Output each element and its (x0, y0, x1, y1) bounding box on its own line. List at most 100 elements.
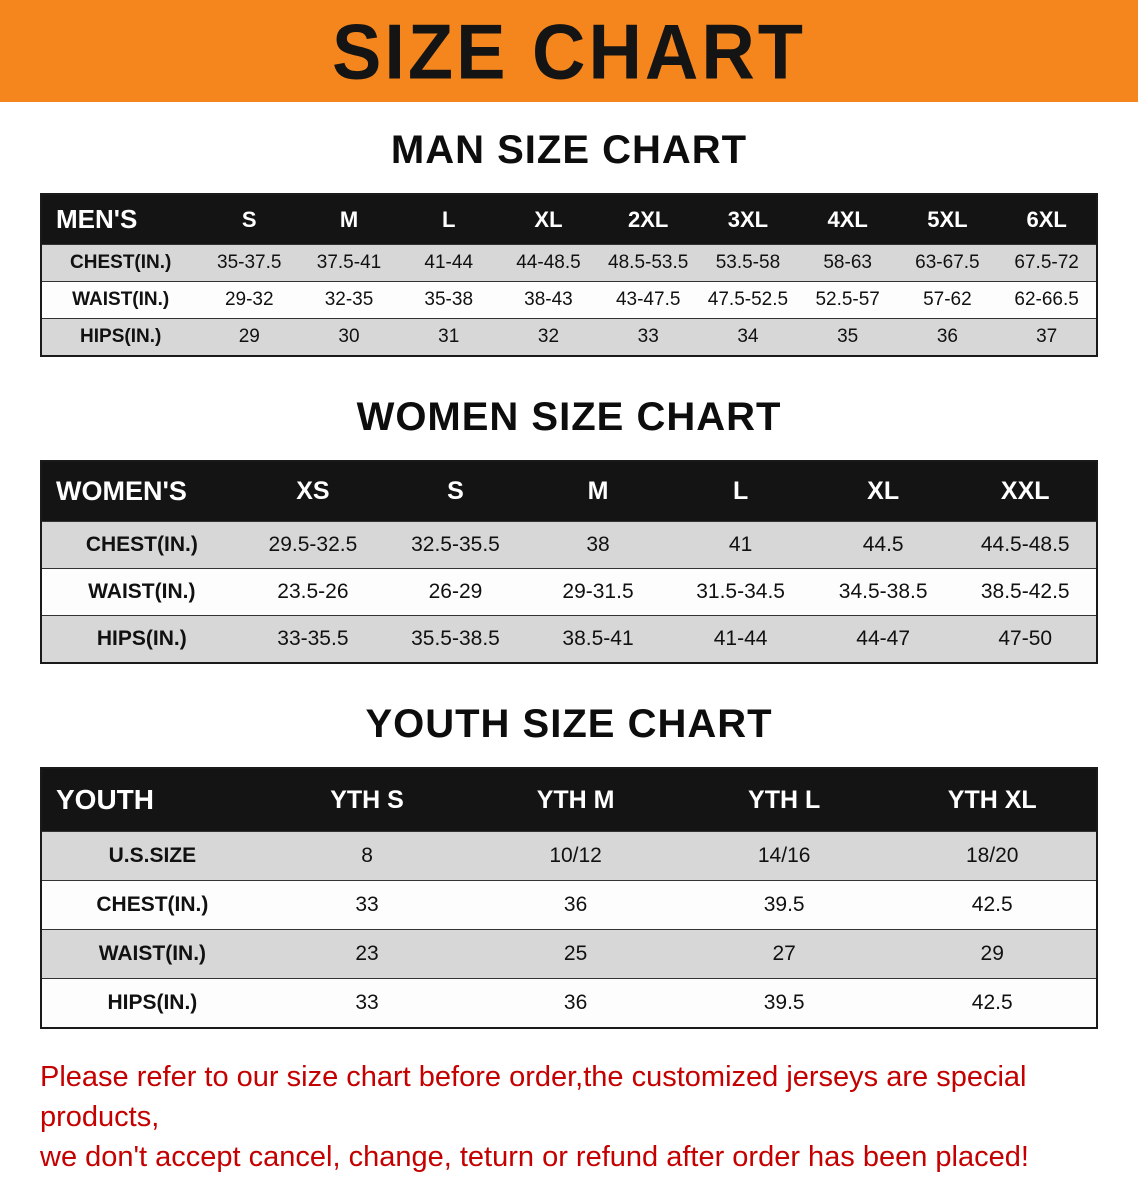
size-header-cell: XL (498, 194, 599, 245)
size-header-cell: L (669, 461, 812, 522)
table-row: HIPS(IN.) 33 36 39.5 42.5 (41, 978, 1097, 1029)
value-cell: 33-35.5 (241, 615, 385, 664)
value-cell: 36 (471, 880, 680, 930)
disclaimer-note: Please refer to our size chart before or… (40, 1057, 1098, 1177)
table-row: HIPS(IN.) 29 30 31 32 33 34 35 36 37 (41, 318, 1097, 357)
table-row: CHEST(IN.) 29.5-32.5 32.5-35.5 38 41 44.5 44.5… (41, 521, 1097, 569)
size-header-cell: L (398, 194, 499, 245)
value-cell: 42.5 (888, 880, 1097, 930)
disclaimer-line-2: we don't accept cancel, change, teturn o… (40, 1141, 1029, 1174)
value-cell: 48.5-53.5 (598, 244, 699, 282)
row-label-cell: WAIST(IN.) (41, 281, 200, 319)
value-cell: 29.5-32.5 (241, 521, 385, 569)
value-cell: 35 (797, 318, 898, 357)
youth-size-table: YOUTH YTH S YTH M YTH L YTH XL U.S.SIZE 8 10/12… (40, 767, 1098, 1029)
value-cell: 23 (262, 929, 472, 979)
value-cell: 47.5-52.5 (698, 281, 798, 319)
row-label-cell: WAIST(IN.) (41, 929, 263, 979)
size-header-cell: M (299, 194, 399, 245)
value-cell: 47-50 (954, 615, 1097, 664)
table-title-cell: WOMEN'S (41, 461, 242, 522)
value-cell: 44.5-48.5 (954, 521, 1097, 569)
value-cell: 63-67.5 (897, 244, 998, 282)
value-cell: 42.5 (888, 978, 1097, 1029)
value-cell: 44-48.5 (498, 244, 599, 282)
value-cell: 67.5-72 (997, 244, 1097, 282)
women-section-heading: WOMEN SIZE CHART (356, 395, 782, 439)
youth-section-heading: YOUTH SIZE CHART (365, 702, 773, 746)
row-label-cell: HIPS(IN.) (41, 615, 242, 664)
women-size-table: WOMEN'S XS S M L XL XXL CHEST(IN.) 29.5-32.5 32.5… (40, 460, 1098, 664)
value-cell: 27 (679, 929, 889, 979)
value-cell: 41-44 (669, 615, 812, 664)
value-cell: 34 (698, 318, 798, 357)
size-header-cell: S (384, 461, 527, 522)
value-cell: 58-63 (797, 244, 898, 282)
value-cell: 43-47.5 (598, 281, 699, 319)
value-cell: 33 (262, 880, 472, 930)
row-label-cell: U.S.SIZE (41, 831, 263, 881)
disclaimer-line-1: Please refer to our size chart before or… (40, 1061, 1027, 1134)
value-cell: 38.5-42.5 (954, 568, 1097, 616)
table-header-row: WOMEN'S XS S M L XL XXL (41, 461, 1097, 522)
value-cell: 38-43 (498, 281, 599, 319)
men-size-table: MEN'S S M L XL 2XL 3XL 4XL 5XL 6XL CHEST(IN.) 35-37… (40, 193, 1098, 357)
table-row: WAIST(IN.) 29-32 32-35 35-38 38-43 43-47.5 47.… (41, 281, 1097, 319)
row-label-cell: HIPS(IN.) (41, 978, 263, 1029)
value-cell: 38 (526, 521, 670, 569)
size-header-cell: XL (811, 461, 955, 522)
value-cell: 32.5-35.5 (384, 521, 527, 569)
value-cell: 33 (598, 318, 699, 357)
value-cell: 23.5-26 (241, 568, 385, 616)
value-cell: 41-44 (398, 244, 499, 282)
value-cell: 14/16 (679, 831, 889, 881)
value-cell: 32-35 (299, 281, 399, 319)
value-cell: 31.5-34.5 (669, 568, 812, 616)
value-cell: 18/20 (888, 831, 1097, 881)
value-cell: 44-47 (811, 615, 955, 664)
size-header-cell: 5XL (897, 194, 998, 245)
table-title-cell: YOUTH (41, 768, 263, 832)
table-row: CHEST(IN.) 35-37.5 37.5-41 41-44 44-48.5 48.5… (41, 244, 1097, 282)
table-row: WAIST(IN.) 23.5-26 26-29 29-31.5 31.5-34.5 34… (41, 568, 1097, 616)
table-header-row: YOUTH YTH S YTH M YTH L YTH XL (41, 768, 1097, 832)
value-cell: 53.5-58 (698, 244, 798, 282)
value-cell: 31 (398, 318, 499, 357)
size-header-cell: M (526, 461, 670, 522)
row-label-cell: CHEST(IN.) (41, 880, 263, 930)
value-cell: 39.5 (679, 880, 889, 930)
value-cell: 36 (471, 978, 680, 1029)
table-header-row: MEN'S S M L XL 2XL 3XL 4XL 5XL 6XL (41, 194, 1097, 245)
size-header-cell: 6XL (997, 194, 1097, 245)
women-size-section: WOMEN SIZE CHART WOMEN'S XS S M L XL XXL CHEST(… (0, 395, 1138, 664)
table-row: HIPS(IN.) 33-35.5 35.5-38.5 38.5-41 41-44 44-… (41, 615, 1097, 664)
youth-size-section: YOUTH SIZE CHART YOUTH YTH S YTH M YTH L YTH… (0, 702, 1138, 1029)
value-cell: 32 (498, 318, 599, 357)
size-header-cell: 3XL (698, 194, 798, 245)
value-cell: 35-38 (398, 281, 499, 319)
value-cell: 29-32 (199, 281, 300, 319)
size-chart-banner: SIZE CHART (0, 0, 1138, 102)
size-header-cell: 2XL (598, 194, 699, 245)
size-header-cell: XXL (954, 461, 1097, 522)
value-cell: 37.5-41 (299, 244, 399, 282)
table-row: U.S.SIZE 8 10/12 14/16 18/20 (41, 831, 1097, 881)
size-header-cell: 4XL (797, 194, 898, 245)
value-cell: 44.5 (811, 521, 955, 569)
row-label-cell: WAIST(IN.) (41, 568, 242, 616)
table-row: CHEST(IN.) 33 36 39.5 42.5 (41, 880, 1097, 930)
value-cell: 29 (199, 318, 300, 357)
row-label-cell: CHEST(IN.) (41, 521, 242, 569)
value-cell: 34.5-38.5 (811, 568, 955, 616)
value-cell: 57-62 (897, 281, 998, 319)
value-cell: 10/12 (471, 831, 680, 881)
men-section-heading: MAN SIZE CHART (390, 128, 748, 172)
value-cell: 33 (262, 978, 472, 1029)
page-title: SIZE CHART (332, 7, 806, 95)
size-header-cell: YTH M (471, 768, 680, 832)
value-cell: 62-66.5 (997, 281, 1097, 319)
value-cell: 26-29 (384, 568, 527, 616)
men-size-section: MAN SIZE CHART MEN'S S M L XL 2XL 3XL 4XL 5XL 6XL… (0, 128, 1138, 357)
value-cell: 35.5-38.5 (384, 615, 527, 664)
